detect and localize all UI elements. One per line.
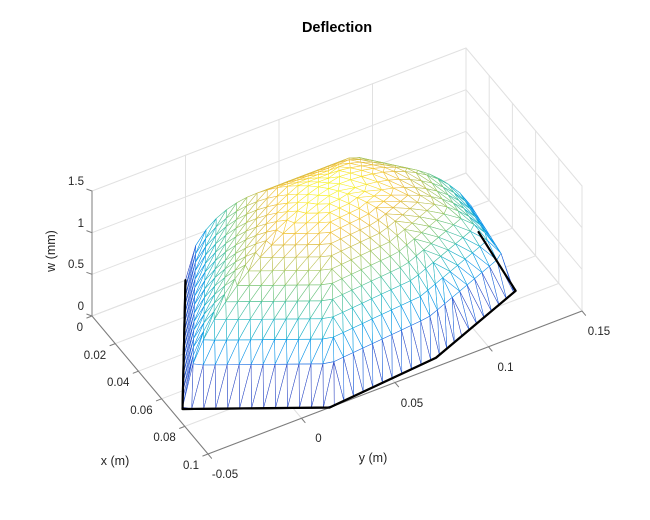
z-tick-label: 0.5 — [68, 259, 84, 272]
x-tick-label: 0.06 — [130, 404, 153, 417]
y-tick-label: 0.05 — [400, 397, 424, 410]
y-tick-label: 0 — [315, 433, 322, 446]
z-tick-label: 1 — [77, 217, 84, 230]
x-tick-label: 0.1 — [183, 460, 199, 472]
y-tick-label: -0.05 — [211, 469, 239, 481]
x-tick-label: 0.02 — [83, 349, 107, 362]
z-axis-label: w (mm) — [44, 230, 58, 272]
z-tick-label: 0 — [77, 301, 84, 313]
y-tick-label: 0.15 — [587, 326, 611, 338]
x-axis-label: x (m) — [100, 454, 130, 468]
x-tick-label: 0.04 — [107, 377, 130, 390]
plot-title: Deflection — [301, 20, 373, 36]
y-tick-label: 0.1 — [497, 361, 514, 374]
y-axis-label: y (m) — [358, 451, 388, 465]
x-tick-label: 0 — [76, 322, 83, 334]
z-tick-label: 1.5 — [68, 176, 84, 188]
x-tick-label: 0.08 — [153, 432, 176, 445]
